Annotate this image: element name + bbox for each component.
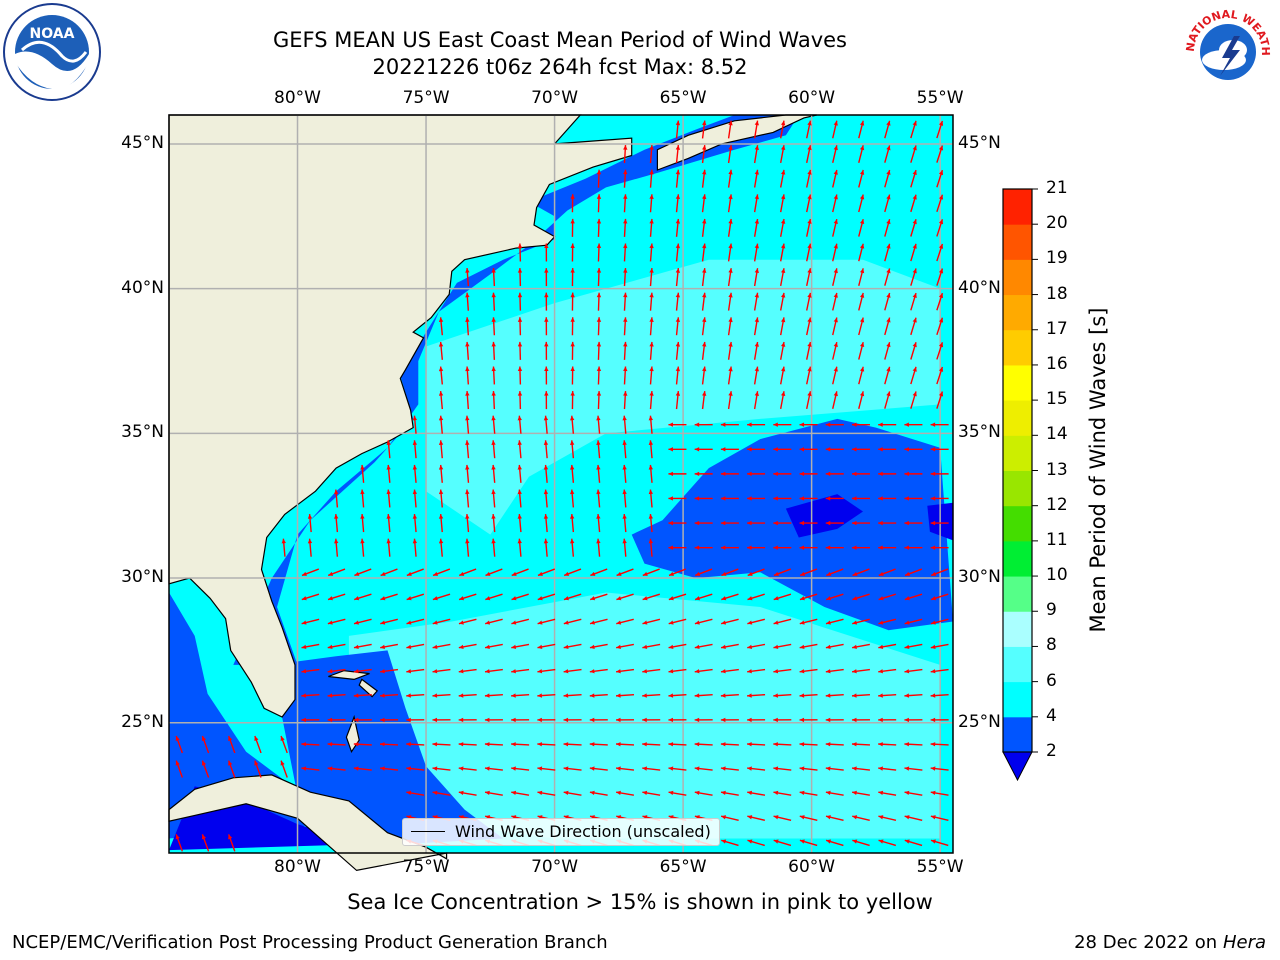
lon-tick-bottom: 75°W [402,857,450,877]
colorbar-label: Mean Period of Wind Waves [s] [1086,307,1110,633]
period-under-2-region [785,494,863,538]
colorbar-segment [1003,435,1032,471]
colorbar-segment [1003,364,1032,401]
lat-tick-left: 25°N [121,711,164,732]
noaa-logo-text: NOAA [30,26,75,42]
graticule [169,115,953,853]
lon-tick-top: 55°W [916,88,964,108]
legend-label: Wind Wave Direction (unscaled) [455,822,711,841]
colorbar-tick-label: 8 [1046,635,1057,656]
noaa-logo: NOAA [2,2,102,102]
colorbar-tick-label: 12 [1046,494,1068,515]
colorbar-tick-label: 11 [1046,529,1068,550]
footer-machine: Hera [1222,932,1266,953]
footer-date: 28 Dec 2022 on Hera [1074,932,1266,953]
colorbar-segment [1003,540,1032,577]
lon-tick-top: 65°W [659,88,707,108]
colorbar-segment [1003,646,1032,683]
colorbar-segment [1003,470,1032,507]
colorbar-segment [1003,576,1032,612]
colorbar-segment [1003,329,1032,366]
colorbar-segment [1003,400,1032,436]
lon-tick-top: 80°W [274,88,321,108]
map-legend: Wind Wave Direction (unscaled) [402,818,720,846]
colorbar-segment [1003,294,1032,331]
lat-tick-right: 45°N [958,132,1001,153]
lat-tick-right: 35°N [958,422,1001,443]
lat-tick-right: 30°N [958,567,1001,588]
period-6-8-region-south [348,592,941,839]
colorbar-segment [1003,716,1032,753]
sea-ice-note: Sea Ice Concentration > 15% is shown in … [347,890,933,914]
footer-date-text: 28 Dec 2022 on [1074,932,1218,953]
colorbar-segment [1003,505,1032,542]
lat-tick-left: 40°N [121,277,164,298]
lat-tick-left: 45°N [121,132,164,153]
colorbar-tick-label: 6 [1046,670,1057,691]
colorbar-tick-label: 18 [1046,283,1068,304]
colorbar-tick-label: 9 [1046,600,1057,621]
lon-tick-top: 75°W [402,88,450,108]
nws-logo: NATIONAL WEATHER SERVICE [1174,0,1278,102]
colorbar-tick-label: 15 [1046,389,1068,410]
map-frame [168,114,954,854]
land-andros [345,714,360,754]
colorbar-tick-label: 14 [1046,424,1068,445]
map-area [168,114,954,872]
lon-tick-bottom: 55°W [916,857,964,877]
colorbar-tick-label: 13 [1046,459,1068,480]
land-north-america [168,114,633,718]
legend-line-sample [411,831,445,832]
colorbar-tick-label: 4 [1046,705,1057,726]
land-abaco [358,678,379,698]
colorbar [1002,188,1038,782]
colorbar-segment [1003,259,1032,296]
lon-tick-bottom: 65°W [659,857,707,877]
chart-subtitle: 20221226 t06z 264h fcst Max: 8.52 [372,55,748,79]
colorbar-tick-label: 2 [1046,741,1057,761]
lon-tick-bottom: 60°W [788,857,836,877]
colorbar-tick-label: 20 [1046,213,1068,234]
colorbar-segment [1003,224,1032,260]
colorbar-tick-label: 10 [1046,565,1068,586]
lat-tick-left: 30°N [121,567,164,588]
colorbar-segment [1003,681,1032,718]
colorbar-tick-label: 17 [1046,318,1068,339]
lat-tick-left: 35°N [121,422,164,443]
colorbar-tick-label: 21 [1046,178,1068,198]
colorbar-segment [1003,611,1032,647]
footer-credit: NCEP/EMC/Verification Post Processing Pr… [12,932,608,953]
lon-tick-top: 70°W [531,88,579,108]
gulf-blue-region [169,592,324,839]
colorbar-tick-label: 19 [1046,248,1068,269]
colorbar-segment [1003,189,1032,225]
colorbar-tick-label: 16 [1046,353,1068,374]
lon-tick-bottom: 70°W [531,857,579,877]
land-grand-bahama [328,670,370,681]
colorbar-under-triangle [1002,751,1033,782]
lat-tick-right: 40°N [958,277,1001,298]
lon-tick-bottom: 80°W [274,857,321,877]
chart-title: GEFS MEAN US East Coast Mean Period of W… [273,28,847,52]
lat-tick-right: 25°N [958,711,1001,732]
lon-tick-top: 60°W [788,88,836,108]
